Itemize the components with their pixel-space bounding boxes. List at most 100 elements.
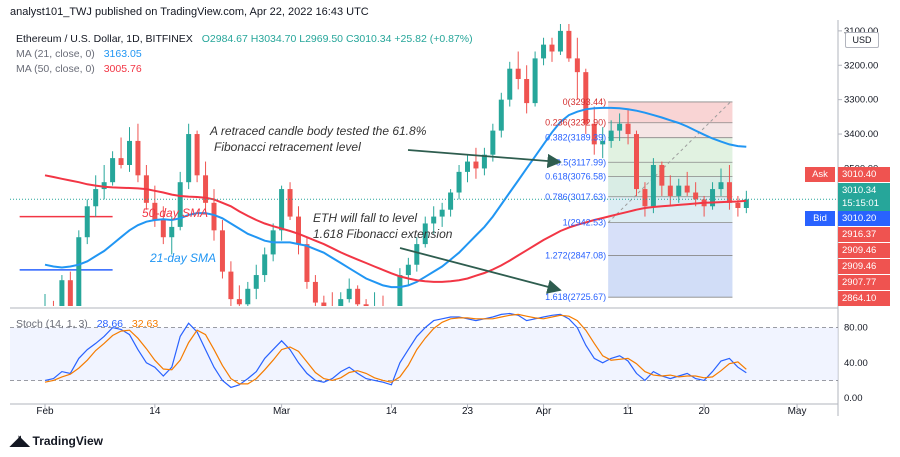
- candle-body: [726, 182, 732, 203]
- ma21-label: MA (21, close, 0): [16, 48, 95, 60]
- stoch-tick-label: 0.00: [844, 393, 863, 404]
- level-box-2: 2909.46: [838, 243, 890, 258]
- candle-body: [287, 189, 293, 217]
- stoch-tick-label: 80.00: [844, 323, 868, 334]
- candle-body: [718, 182, 724, 190]
- time-tick-label: 23: [462, 406, 474, 417]
- candle-body: [186, 134, 192, 183]
- candle-body: [219, 230, 225, 272]
- fib-level-label: 1.272(2847.08): [545, 250, 606, 260]
- candle-body: [118, 158, 124, 165]
- level-box-1: 2916.37: [838, 227, 890, 242]
- candle-body: [541, 44, 547, 59]
- candle-body: [667, 185, 673, 196]
- ohlc-values: O2984.67 H3034.70 L2969.50 C3010.34 +25.…: [201, 33, 473, 45]
- symbol-label: Ethereum / U.S. Dollar, 1D, BITFINEX: [16, 33, 193, 45]
- stoch-k-line: [44, 312, 747, 389]
- fall-annotation-line1: ETH will fall to level: [313, 211, 417, 225]
- candle-body: [135, 140, 141, 176]
- fall-annotation-line2: 1.618 Fibonacci extension: [313, 227, 453, 241]
- candle-body: [743, 199, 749, 208]
- publish-header: analyst101_TWJ published on TradingView.…: [10, 6, 369, 18]
- stoch-d-line: [44, 313, 747, 385]
- candle-body: [262, 254, 268, 276]
- candle-body: [448, 192, 454, 210]
- ma21-legend: MA (21, close, 0) 3163.05: [16, 48, 142, 60]
- time-tick-label: 14: [386, 406, 398, 417]
- candle-body: [431, 216, 437, 224]
- ma50-label: MA (50, close, 0): [16, 63, 95, 75]
- candle-body: [346, 288, 352, 300]
- price-pane: 0(3293.44) 0.236(3232.90) 0.382(3189.39) 0.…: [19, 24, 749, 306]
- candle-body: [203, 175, 209, 203]
- fib-level-label: 0.786(3017.63): [545, 192, 606, 202]
- stoch-d-value: 32.63: [131, 318, 159, 330]
- candle-body: [465, 161, 470, 172]
- fib-level-label: 1.618(2725.67): [545, 292, 606, 302]
- candle-body: [439, 209, 445, 217]
- candle-body: [608, 130, 614, 141]
- candle-body: [127, 140, 132, 165]
- tradingview-logo-icon: ◢◣: [10, 432, 29, 448]
- candle-body: [659, 165, 665, 186]
- candle-body: [93, 189, 99, 207]
- candle-body: [600, 140, 606, 145]
- candle-body: [684, 185, 690, 193]
- fib-level-label: 1(2942.53): [563, 218, 607, 228]
- symbol-legend: Ethereum / U.S. Dollar, 1D, BITFINEX O29…: [16, 33, 473, 45]
- candle-body: [338, 299, 344, 306]
- fib-annotation-line1: A retraced candle body tested the 61.8%: [209, 124, 427, 138]
- bid-price-box: 3010.20: [838, 211, 890, 226]
- countdown-box: 15:15:01: [838, 196, 890, 211]
- candle-body: [160, 220, 166, 238]
- candle-body: [355, 288, 361, 305]
- candle-body: [735, 202, 741, 208]
- fib-trend-line: [607, 101, 731, 223]
- stoch-tick-label: 40.00: [844, 358, 868, 369]
- candle-body: [583, 72, 589, 124]
- candle-body: [304, 244, 310, 282]
- candle-body: [67, 280, 73, 306]
- time-tick-label: 20: [699, 406, 711, 417]
- candle-body: [59, 280, 65, 306]
- candle-body: [101, 182, 107, 190]
- ask-tag: Ask: [805, 167, 835, 182]
- price-tick-label: 3200.00: [844, 60, 878, 71]
- candle-body: [634, 134, 639, 190]
- ma50-value: 3005.76: [103, 63, 142, 75]
- candle-body: [507, 68, 513, 100]
- stoch-k-value: 28.66: [96, 318, 123, 330]
- candle-body: [532, 58, 538, 104]
- candle-body: [574, 58, 580, 73]
- candle-body: [245, 288, 251, 305]
- level-box-4: 2907.77: [838, 275, 890, 290]
- candle-body: [515, 68, 521, 80]
- candle-body: [279, 189, 285, 231]
- tradingview-footer[interactable]: ◢◣ TradingView: [10, 432, 103, 449]
- candle-body: [296, 216, 301, 245]
- fib-level-label: 0.618(3076.58): [545, 171, 606, 181]
- ma21-line: [44, 106, 747, 289]
- candle-body: [498, 99, 504, 131]
- candle-body: [211, 202, 217, 231]
- bid-tag: Bid: [805, 211, 835, 226]
- time-tick-label: May: [788, 406, 807, 417]
- candle-body: [405, 264, 411, 276]
- candle-body: [524, 79, 530, 104]
- candle-body: [321, 302, 327, 306]
- candle-body: [397, 275, 403, 306]
- candle-body: [253, 275, 259, 289]
- level-box-3: 2909.46: [838, 259, 890, 274]
- candle-body: [194, 134, 200, 176]
- candle-body: [549, 44, 555, 52]
- fib-zone: [608, 101, 733, 123]
- ma50-legend: MA (50, close, 0) 3005.76: [16, 63, 142, 75]
- candle-body: [312, 281, 318, 303]
- currency-button[interactable]: USD: [845, 32, 879, 48]
- candle-body: [642, 189, 648, 207]
- price-tick-label: 3300.00: [844, 95, 878, 106]
- price-tick-label: 3100.00: [844, 26, 878, 37]
- fib-annotation-line2: Fibonacci retracement level: [214, 140, 361, 154]
